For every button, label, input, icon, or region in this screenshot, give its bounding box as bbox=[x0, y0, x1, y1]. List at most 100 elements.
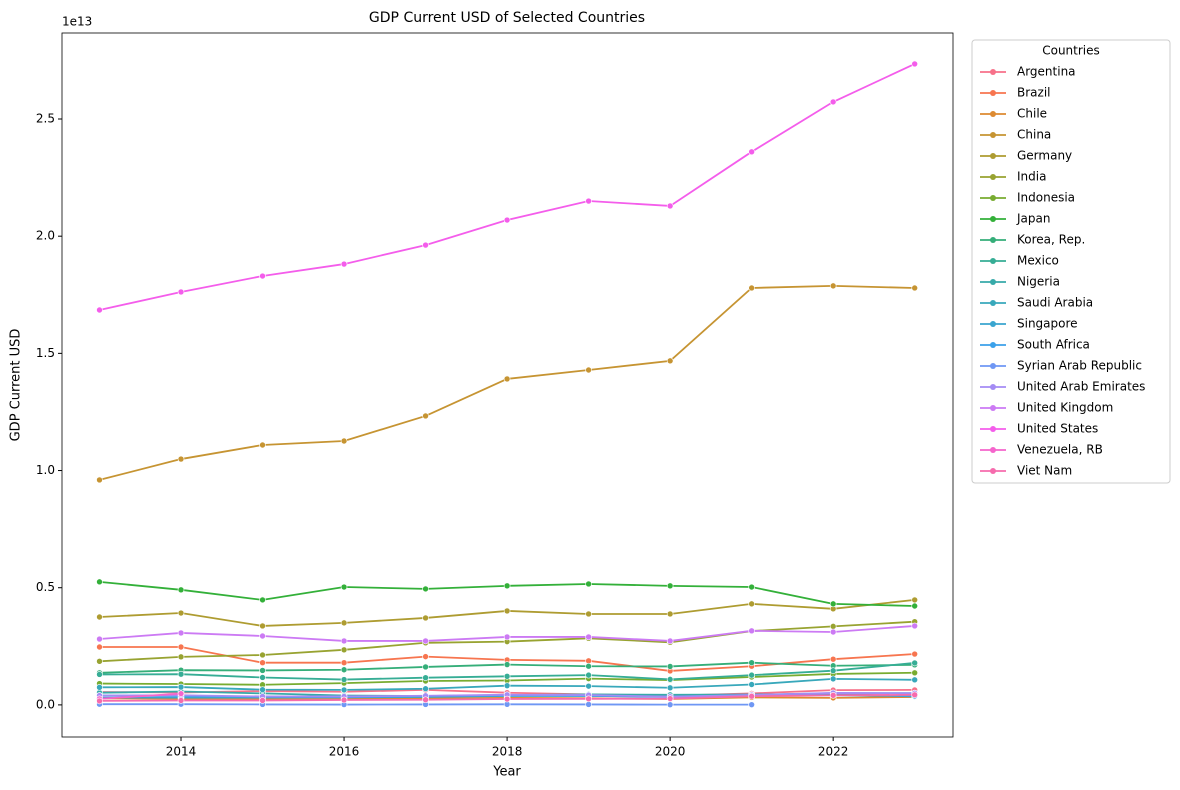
data-point bbox=[585, 366, 592, 374]
data-point bbox=[585, 682, 592, 690]
data-point bbox=[340, 676, 348, 683]
data-point bbox=[911, 60, 918, 68]
data-point bbox=[422, 412, 429, 420]
data-point bbox=[911, 676, 918, 684]
data-point bbox=[422, 585, 429, 593]
legend-marker bbox=[990, 342, 996, 348]
data-point bbox=[177, 629, 185, 637]
data-point bbox=[748, 701, 755, 708]
data-point bbox=[96, 684, 103, 691]
data-point bbox=[666, 663, 674, 670]
data-point bbox=[422, 696, 429, 704]
data-point bbox=[748, 600, 755, 608]
legend-marker bbox=[990, 468, 996, 474]
data-point bbox=[829, 667, 837, 674]
data-point bbox=[259, 622, 266, 630]
data-point bbox=[829, 675, 837, 683]
data-point bbox=[748, 692, 755, 700]
data-point bbox=[829, 282, 837, 290]
data-point bbox=[422, 674, 429, 682]
x-tick-label: 2022 bbox=[818, 745, 849, 759]
legend-marker bbox=[990, 216, 996, 222]
data-point bbox=[340, 437, 348, 445]
data-point bbox=[96, 697, 103, 705]
data-point bbox=[911, 659, 918, 667]
legend-marker bbox=[990, 426, 996, 432]
data-point bbox=[259, 632, 266, 640]
legend-marker bbox=[990, 258, 996, 264]
y-tick-label: 1.5 bbox=[36, 346, 55, 360]
legend-label: Nigeria bbox=[1017, 275, 1060, 289]
legend-marker bbox=[990, 279, 996, 285]
data-point bbox=[829, 655, 837, 663]
data-point bbox=[829, 691, 837, 699]
data-point bbox=[585, 580, 592, 588]
data-point bbox=[503, 682, 511, 689]
data-point bbox=[340, 637, 348, 645]
data-point bbox=[829, 628, 837, 636]
data-point bbox=[503, 673, 511, 680]
data-point bbox=[340, 659, 348, 667]
data-point bbox=[585, 671, 592, 679]
legend-label: India bbox=[1017, 170, 1046, 184]
data-point bbox=[503, 607, 511, 615]
data-point bbox=[96, 635, 103, 643]
x-tick-label: 2020 bbox=[655, 745, 686, 759]
data-point bbox=[422, 685, 429, 693]
legend-label: United Arab Emirates bbox=[1017, 380, 1145, 394]
data-point bbox=[666, 676, 674, 683]
y-tick-label: 0.5 bbox=[36, 580, 55, 594]
legend-label: Germany bbox=[1017, 149, 1072, 163]
y-tick-label: 1.0 bbox=[36, 463, 55, 477]
data-point bbox=[666, 701, 674, 708]
legend-label: United States bbox=[1017, 422, 1098, 436]
data-point bbox=[585, 695, 592, 703]
legend-label: Venezuela, RB bbox=[1017, 443, 1103, 457]
data-point bbox=[585, 633, 592, 641]
data-point bbox=[911, 691, 918, 699]
data-point bbox=[259, 441, 266, 449]
data-point bbox=[585, 662, 592, 670]
data-point bbox=[748, 659, 755, 667]
data-point bbox=[96, 658, 103, 665]
y-offset-label: 1e13 bbox=[62, 15, 92, 29]
data-point bbox=[177, 690, 185, 697]
legend-marker bbox=[990, 111, 996, 117]
data-point bbox=[177, 697, 185, 704]
data-point bbox=[666, 610, 674, 618]
data-point bbox=[503, 582, 511, 590]
data-point bbox=[177, 683, 185, 691]
y-axis-label: GDP Current USD bbox=[9, 329, 24, 442]
data-point bbox=[748, 583, 755, 591]
legend-label: Singapore bbox=[1017, 317, 1078, 331]
x-tick-label: 2016 bbox=[329, 745, 360, 759]
data-point bbox=[422, 637, 429, 645]
legend-marker bbox=[990, 132, 996, 138]
data-point bbox=[503, 375, 511, 383]
legend-label: Chile bbox=[1017, 107, 1047, 121]
x-tick-label: 2014 bbox=[166, 745, 197, 759]
data-point bbox=[340, 666, 348, 674]
legend-label: South Africa bbox=[1017, 338, 1090, 352]
data-point bbox=[829, 623, 837, 630]
legend-marker bbox=[990, 153, 996, 159]
x-tick-label: 2018 bbox=[492, 745, 523, 759]
data-point bbox=[259, 667, 266, 674]
legend-label: Japan bbox=[1016, 212, 1050, 226]
data-point bbox=[503, 216, 511, 224]
data-point bbox=[340, 260, 348, 268]
legend-label: China bbox=[1017, 128, 1051, 142]
legend-marker bbox=[990, 300, 996, 306]
legend-marker bbox=[990, 174, 996, 180]
chart-title: GDP Current USD of Selected Countries bbox=[369, 10, 645, 26]
series-line bbox=[99, 284, 915, 481]
data-point bbox=[259, 674, 266, 681]
data-point bbox=[259, 651, 266, 659]
legend-label: United Kingdom bbox=[1017, 401, 1113, 415]
legend-title: Countries bbox=[1042, 44, 1100, 58]
data-point bbox=[911, 602, 918, 610]
data-point bbox=[666, 582, 674, 590]
data-point bbox=[666, 357, 674, 365]
data-point bbox=[177, 586, 185, 594]
